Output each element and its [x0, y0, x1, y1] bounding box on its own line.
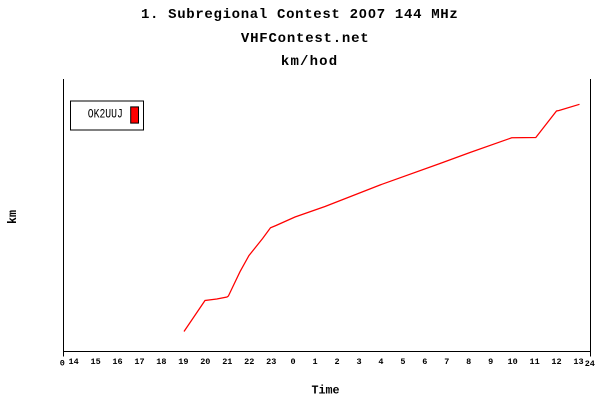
svg-text:13: 13: [573, 357, 583, 367]
svg-text:17: 17: [134, 357, 144, 367]
svg-text:15: 15: [90, 357, 100, 367]
svg-text:23: 23: [266, 357, 276, 367]
svg-text:0: 0: [60, 359, 65, 369]
svg-text:20: 20: [200, 357, 210, 367]
svg-text:1. Subregional Contest 2007 14: 1. Subregional Contest 2007 144 MHz: [141, 7, 459, 23]
svg-text:km: km: [6, 210, 20, 224]
svg-text:Time: Time: [311, 384, 339, 398]
svg-text:24: 24: [585, 359, 595, 369]
svg-text:6: 6: [422, 357, 427, 367]
svg-text:4: 4: [378, 357, 383, 367]
svg-text:1: 1: [313, 357, 318, 367]
svg-text:VHFContest.net: VHFContest.net: [241, 31, 370, 47]
svg-text:8: 8: [466, 357, 471, 367]
svg-text:5: 5: [400, 357, 405, 367]
svg-text:3: 3: [356, 357, 361, 367]
svg-text:18: 18: [156, 357, 166, 367]
svg-text:2: 2: [334, 357, 339, 367]
svg-text:7: 7: [444, 357, 449, 367]
svg-text:10: 10: [507, 357, 517, 367]
svg-text:12: 12: [551, 357, 561, 367]
svg-text:19: 19: [178, 357, 188, 367]
svg-text:14: 14: [68, 357, 78, 367]
svg-text:11: 11: [529, 357, 539, 367]
svg-text:9: 9: [488, 357, 493, 367]
svg-text:km/hod: km/hod: [281, 54, 338, 70]
svg-text:22: 22: [244, 357, 254, 367]
svg-text:16: 16: [112, 357, 122, 367]
svg-text:21: 21: [222, 357, 232, 367]
svg-text:OK2UUJ: OK2UUJ: [88, 107, 123, 122]
svg-text:0: 0: [291, 357, 296, 367]
